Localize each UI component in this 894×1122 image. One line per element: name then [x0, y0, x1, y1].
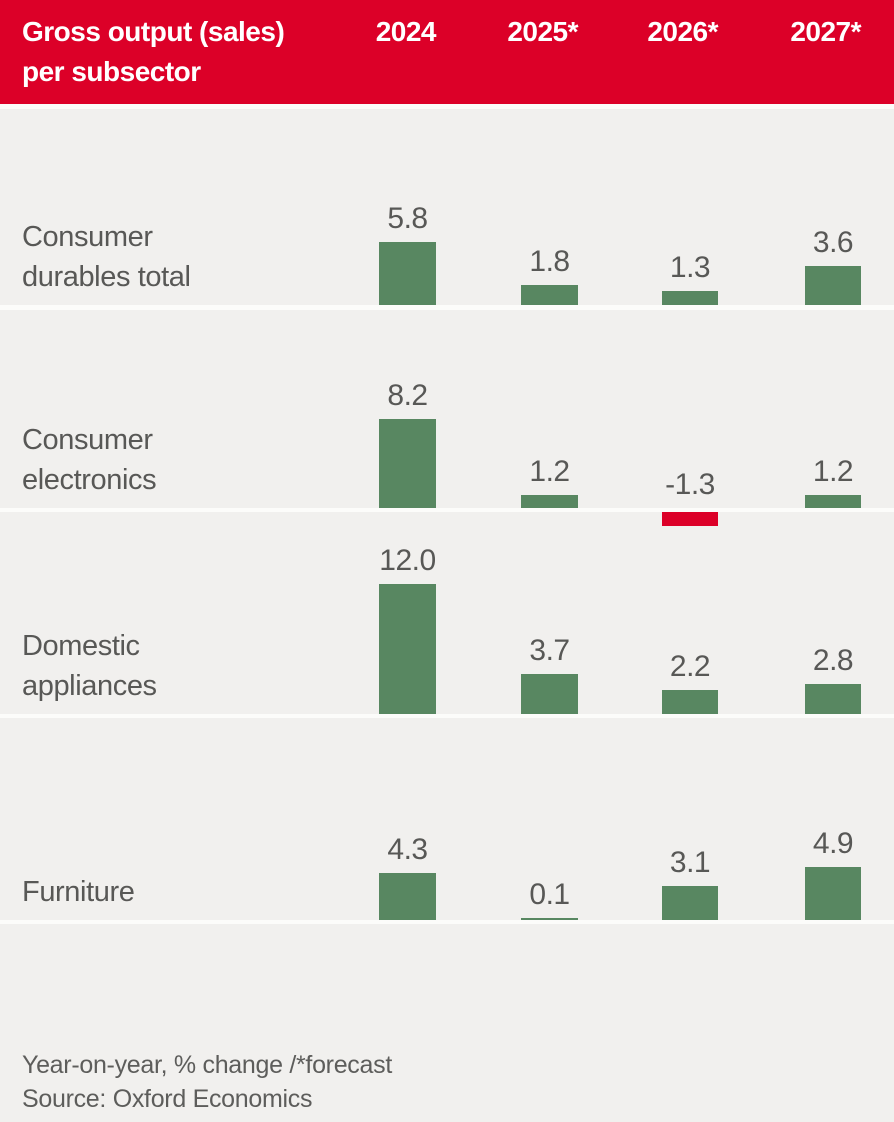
row-label-consumer-durables-total: Consumer durables total: [22, 217, 191, 297]
row-label-line: Domestic: [22, 630, 140, 662]
bar-consumer-durables-total-2025: [521, 285, 578, 305]
value-label: -1.3: [665, 468, 715, 501]
bar-domestic-appliances-2024: [379, 584, 436, 714]
bar-domestic-appliances-2027: [805, 684, 861, 714]
value-label: 8.2: [387, 379, 428, 412]
year-header-2027: 2027*: [790, 16, 861, 47]
bar-consumer-electronics-2025: [521, 495, 578, 508]
bar-furniture-2024: [379, 873, 436, 920]
value-label: 3.1: [669, 846, 711, 879]
value-label: 1.3: [669, 251, 711, 284]
chart-title: Gross output (sales) per subsector: [22, 12, 285, 92]
row-label-domestic-appliances: Domestic appliances: [22, 626, 157, 706]
row-label-line: Consumer: [22, 221, 153, 253]
value-label: 2.8: [812, 644, 854, 677]
row-label-furniture: Furniture: [22, 872, 135, 912]
bar-domestic-appliances-2025: [521, 674, 578, 714]
value-label: 1.8: [529, 245, 570, 278]
value-label: 12.0: [379, 544, 436, 577]
value-label: 0.1: [529, 878, 570, 911]
bar-domestic-appliances-2026: [662, 690, 718, 714]
value-label: 4.9: [812, 827, 854, 860]
bar-furniture-2027: [805, 867, 861, 920]
row-band: [0, 310, 894, 508]
row-band: [0, 924, 894, 1122]
value-label: 1.2: [812, 455, 854, 488]
source-line: Source: Oxford Economics: [22, 1085, 313, 1113]
row-label-line: appliances: [22, 670, 157, 702]
bar-consumer-durables-total-2024: [379, 242, 436, 305]
bar-consumer-durables-total-2027: [805, 266, 861, 305]
row-band: [0, 718, 894, 920]
bar-consumer-electronics-2024: [379, 419, 436, 508]
bar-furniture-2025: [521, 918, 578, 920]
chart-header: Gross output (sales) per subsector 2024 2…: [0, 0, 894, 104]
bar-consumer-electronics-2027: [805, 495, 861, 508]
chart-title-line1: Gross output (sales): [22, 16, 285, 47]
negative-bar-consumer-electronics-2026: [662, 512, 718, 526]
value-label: 3.7: [529, 634, 570, 667]
row-label-line: durables total: [22, 261, 191, 293]
year-header-2024: 2024: [375, 16, 437, 47]
year-header-2026: 2026*: [647, 16, 718, 47]
row-label-line: electronics: [22, 464, 157, 496]
row-label-consumer-electronics: Consumer electronics: [22, 420, 157, 500]
bar-furniture-2026: [662, 886, 718, 920]
chart-title-line2: per subsector: [22, 56, 201, 87]
value-label: 1.2: [529, 455, 570, 488]
value-label: 4.3: [387, 833, 428, 866]
year-header-2025: 2025*: [507, 16, 578, 47]
bar-consumer-durables-total-2026: [662, 291, 718, 305]
value-label: 3.6: [812, 226, 854, 259]
row-label-line: Furniture: [22, 876, 135, 908]
value-label: 2.2: [669, 650, 711, 683]
value-label: 5.8: [387, 202, 428, 235]
row-band: [0, 512, 894, 714]
row-label-line: Consumer: [22, 424, 153, 456]
footnote: Year-on-year, % change /*forecast: [22, 1051, 392, 1079]
row-band: [0, 109, 894, 305]
